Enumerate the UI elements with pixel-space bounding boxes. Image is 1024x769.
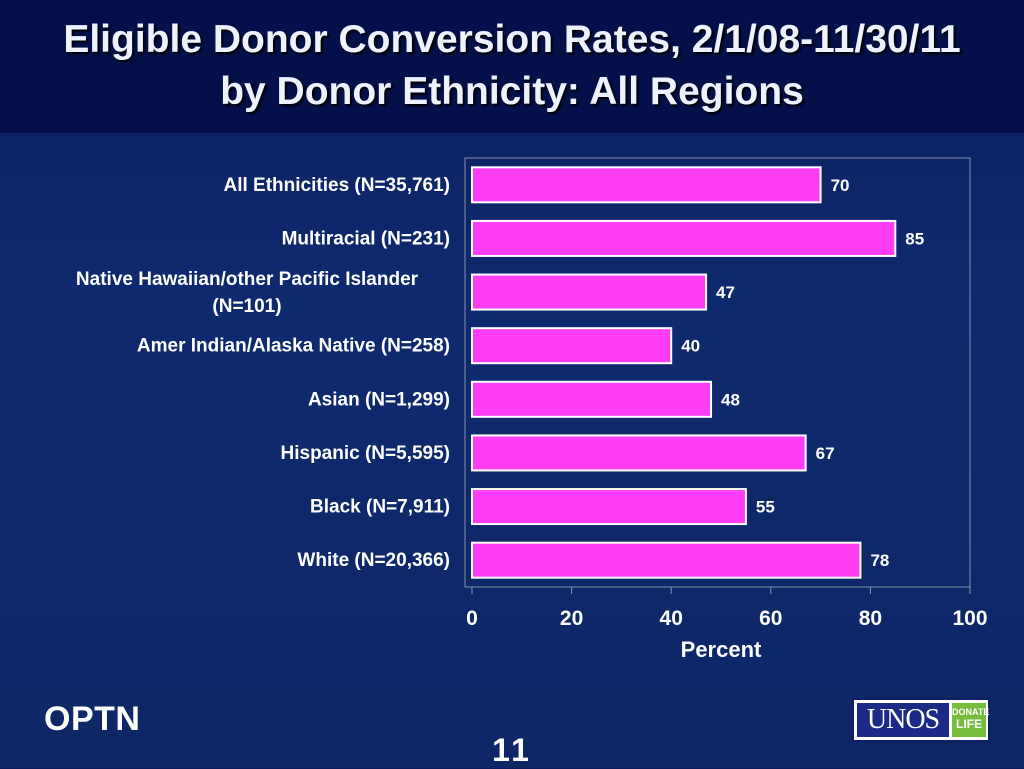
bar: [472, 221, 895, 256]
x-tick-label: 100: [952, 607, 987, 630]
data-label: 70: [831, 176, 850, 195]
bar: [472, 328, 671, 363]
data-label: 47: [716, 283, 735, 302]
category-label: Multiracial (N=231): [282, 228, 450, 249]
category-label: Amer Indian/Alaska Native (N=258): [137, 336, 450, 357]
x-tick-label: 40: [660, 607, 683, 630]
category-label: (N=101): [212, 296, 281, 317]
category-label: Asian (N=1,299): [308, 389, 450, 410]
data-label: 40: [681, 337, 700, 356]
category-label: All Ethnicities (N=35,761): [224, 175, 451, 196]
donate-life-badge: DONATE LIFE: [952, 703, 986, 737]
x-tick-label: 20: [560, 607, 583, 630]
category-label: Hispanic (N=5,595): [281, 443, 451, 464]
title-line-2: by Donor Ethnicity: All Regions: [0, 66, 1024, 118]
x-tick-label: 80: [859, 607, 882, 630]
x-tick-label: 0: [466, 607, 478, 630]
data-label: 85: [905, 229, 924, 248]
title-line-1: Eligible Donor Conversion Rates, 2/1/08-…: [0, 14, 1024, 66]
data-label: 67: [816, 444, 835, 463]
data-label: 55: [756, 498, 775, 517]
category-label: Black (N=7,911): [310, 497, 450, 518]
bar: [472, 435, 806, 470]
bar-chart: 70 All Ethnicities (N=35,761) 85 Multiracia…: [0, 140, 1024, 670]
bar: [472, 275, 706, 310]
data-label: 78: [870, 551, 889, 570]
slide-title: Eligible Donor Conversion Rates, 2/1/08-…: [0, 14, 1024, 118]
category-label: White (N=20,366): [297, 550, 450, 571]
unos-logo-text: UNOS: [857, 703, 949, 737]
donate-life-bottom: LIFE: [952, 719, 986, 730]
unos-donate-life-logo: UNOS DONATE LIFE: [852, 698, 990, 742]
bar: [472, 543, 860, 578]
donate-life-top: DONATE: [952, 707, 989, 717]
data-label: 48: [721, 390, 740, 409]
bar: [472, 382, 711, 417]
x-tick-label: 60: [759, 607, 782, 630]
x-axis-label: Percent: [681, 637, 762, 662]
bar: [472, 489, 746, 524]
bar: [472, 167, 821, 202]
category-label: Native Hawaiian/other Pacific Islander: [76, 269, 419, 290]
